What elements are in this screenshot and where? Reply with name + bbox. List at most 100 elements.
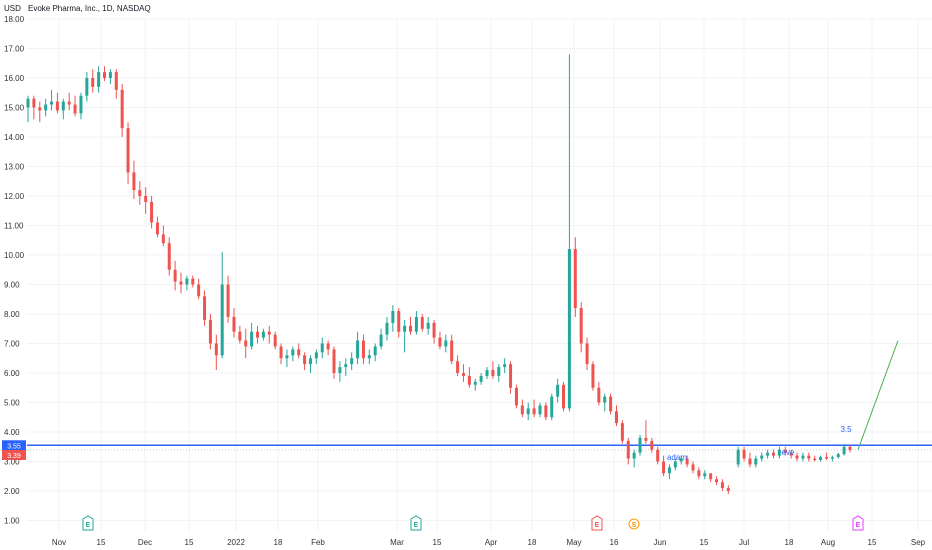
event-badge-letter: E <box>595 522 600 529</box>
event-badge[interactable]: S <box>628 518 640 530</box>
x-tick-label: 15 <box>868 538 877 547</box>
candle <box>614 405 618 427</box>
candle <box>191 275 195 288</box>
candle <box>609 393 613 415</box>
candle <box>167 237 171 276</box>
event-badge-letter: S <box>632 522 637 529</box>
candle <box>450 334 454 365</box>
y-tick-label: 13.00 <box>4 163 25 172</box>
projection-line[interactable] <box>857 340 899 450</box>
event-badge[interactable]: E <box>852 515 864 531</box>
x-tick-label: Sep <box>911 538 926 547</box>
candle <box>760 452 764 462</box>
candle <box>138 181 142 205</box>
candle <box>491 361 495 379</box>
y-tick-label: 5.00 <box>4 399 20 408</box>
annotation-label[interactable]: 3.5 <box>840 425 852 434</box>
candle <box>114 69 118 99</box>
candle <box>638 434 642 456</box>
candle <box>503 358 507 373</box>
candle <box>79 92 83 120</box>
event-badge[interactable]: E <box>591 515 603 531</box>
candle <box>50 89 54 111</box>
candle <box>238 325 242 344</box>
event-badge[interactable]: E <box>410 515 422 531</box>
y-tick-label: 10.00 <box>4 251 25 260</box>
candle <box>85 72 89 102</box>
candle <box>250 322 254 350</box>
candle <box>742 446 746 462</box>
candle <box>679 455 683 465</box>
candle <box>73 95 77 117</box>
candle <box>807 452 811 462</box>
candle <box>256 325 260 344</box>
x-tick-label: 2022 <box>227 538 245 547</box>
candle <box>532 399 536 418</box>
candle <box>291 346 295 362</box>
x-tick-label: 15 <box>433 538 442 547</box>
x-tick-label: 16 <box>610 538 619 547</box>
candle <box>520 399 524 418</box>
candle <box>444 334 448 353</box>
candle <box>479 373 483 385</box>
candle <box>220 252 224 359</box>
y-tick-label: 1.00 <box>4 517 20 526</box>
level-tag-text: 3.55 <box>7 443 21 450</box>
candle <box>38 101 42 123</box>
candle <box>579 302 583 353</box>
candle <box>367 349 371 365</box>
candle <box>344 358 348 376</box>
candle <box>789 449 793 459</box>
candle <box>726 485 730 494</box>
candle <box>813 455 817 462</box>
annotation-label[interactable]: eve <box>782 448 795 457</box>
candle <box>538 402 542 418</box>
candle <box>842 443 846 456</box>
candle <box>644 420 648 444</box>
candle <box>409 316 413 335</box>
annotation-label[interactable]: adam <box>667 453 687 462</box>
price-axis[interactable]: 1.00 2.00 3.00 4.00 5.00 6.00 7.00 8.00 9.00 10.0… <box>4 15 25 526</box>
event-badge[interactable]: E <box>82 515 94 531</box>
candle <box>591 361 595 391</box>
time-axis[interactable]: Nov 15 Dec 15 2022 18 Feb Mar 15 Apr 18 May 16 Jun 15 J… <box>52 538 926 547</box>
candle <box>67 92 71 111</box>
candle <box>144 187 148 214</box>
x-tick-label: May <box>566 538 581 547</box>
candle <box>420 314 424 332</box>
candle <box>703 470 707 480</box>
candle <box>667 464 671 480</box>
y-tick-label: 15.00 <box>4 104 25 113</box>
x-tick-label: Feb <box>311 538 325 547</box>
candle <box>550 393 554 421</box>
candle <box>197 278 201 300</box>
candle <box>261 328 265 341</box>
candle <box>685 455 689 468</box>
candle <box>650 437 654 453</box>
candle <box>632 449 636 468</box>
candle <box>26 95 30 123</box>
candle <box>514 384 518 409</box>
candle <box>748 452 752 468</box>
y-tick-label: 18.00 <box>4 15 25 24</box>
candle <box>379 328 383 350</box>
candle <box>361 334 365 365</box>
candle <box>126 122 130 185</box>
candle <box>736 446 740 468</box>
candle <box>830 455 834 462</box>
candle <box>709 473 713 483</box>
candle <box>391 305 395 332</box>
candle <box>97 66 101 93</box>
y-tick-label: 2.00 <box>4 487 20 496</box>
candle <box>544 402 548 421</box>
x-tick-label: Jun <box>654 538 667 547</box>
y-tick-label: 12.00 <box>4 192 25 201</box>
candle <box>848 445 852 453</box>
candle <box>326 340 330 356</box>
candle <box>397 308 401 338</box>
last-price-tag-text: 3.39 <box>7 453 21 460</box>
candle <box>438 331 442 350</box>
candle <box>161 225 165 247</box>
